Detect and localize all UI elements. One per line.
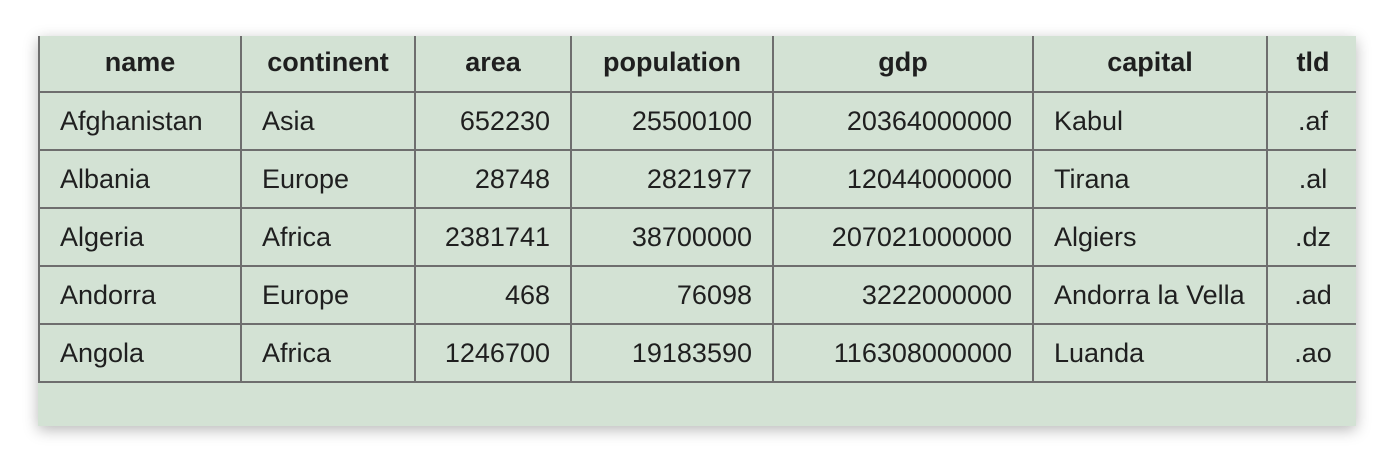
header-capital: capital — [1032, 36, 1268, 93]
header-name: name — [38, 36, 242, 93]
table-row: Andorra Europe 468 76098 3222000000 Ando… — [38, 265, 1356, 325]
table-row: Afghanistan Asia 652230 25500100 2036400… — [38, 91, 1356, 151]
cell-continent: Africa — [240, 323, 416, 383]
table-row: Algeria Africa 2381741 38700000 20702100… — [38, 207, 1356, 267]
cell-name: Algeria — [38, 207, 242, 267]
cell-capital: Andorra la Vella — [1032, 265, 1268, 325]
cell-continent: Europe — [240, 149, 416, 209]
cell-name: Albania — [38, 149, 242, 209]
cell-capital: Kabul — [1032, 91, 1268, 151]
cell-tld: .al — [1266, 149, 1356, 209]
header-area: area — [414, 36, 572, 93]
header-tld: tld — [1266, 36, 1356, 93]
cell-gdp: 207021000000 — [772, 207, 1034, 267]
cell-tld: .ad — [1266, 265, 1356, 325]
cell-continent: Asia — [240, 91, 416, 151]
cell-area: 28748 — [414, 149, 572, 209]
cell-capital: Tirana — [1032, 149, 1268, 209]
countries-table: name continent area population gdp capit… — [38, 36, 1356, 383]
cell-name: Angola — [38, 323, 242, 383]
cell-gdp: 3222000000 — [772, 265, 1034, 325]
cell-population: 76098 — [570, 265, 774, 325]
cell-population: 38700000 — [570, 207, 774, 267]
cell-capital: Luanda — [1032, 323, 1268, 383]
cell-area: 2381741 — [414, 207, 572, 267]
cell-population: 25500100 — [570, 91, 774, 151]
table-row: Angola Africa 1246700 19183590 116308000… — [38, 323, 1356, 383]
cell-gdp: 12044000000 — [772, 149, 1034, 209]
cell-continent: Africa — [240, 207, 416, 267]
cell-tld: .ao — [1266, 323, 1356, 383]
cell-continent: Europe — [240, 265, 416, 325]
cell-gdp: 20364000000 — [772, 91, 1034, 151]
cell-tld: .af — [1266, 91, 1356, 151]
cell-name: Afghanistan — [38, 91, 242, 151]
cell-area: 652230 — [414, 91, 572, 151]
cell-tld: .dz — [1266, 207, 1356, 267]
table-row: Albania Europe 28748 2821977 12044000000… — [38, 149, 1356, 209]
cell-area: 468 — [414, 265, 572, 325]
cell-population: 2821977 — [570, 149, 774, 209]
cell-area: 1246700 — [414, 323, 572, 383]
cell-capital: Algiers — [1032, 207, 1268, 267]
header-gdp: gdp — [772, 36, 1034, 93]
header-continent: continent — [240, 36, 416, 93]
header-population: population — [570, 36, 774, 93]
header-row: name continent area population gdp capit… — [38, 36, 1356, 93]
cell-population: 19183590 — [570, 323, 774, 383]
cell-name: Andorra — [38, 265, 242, 325]
cell-gdp: 116308000000 — [772, 323, 1034, 383]
table-container: name continent area population gdp capit… — [38, 36, 1356, 426]
